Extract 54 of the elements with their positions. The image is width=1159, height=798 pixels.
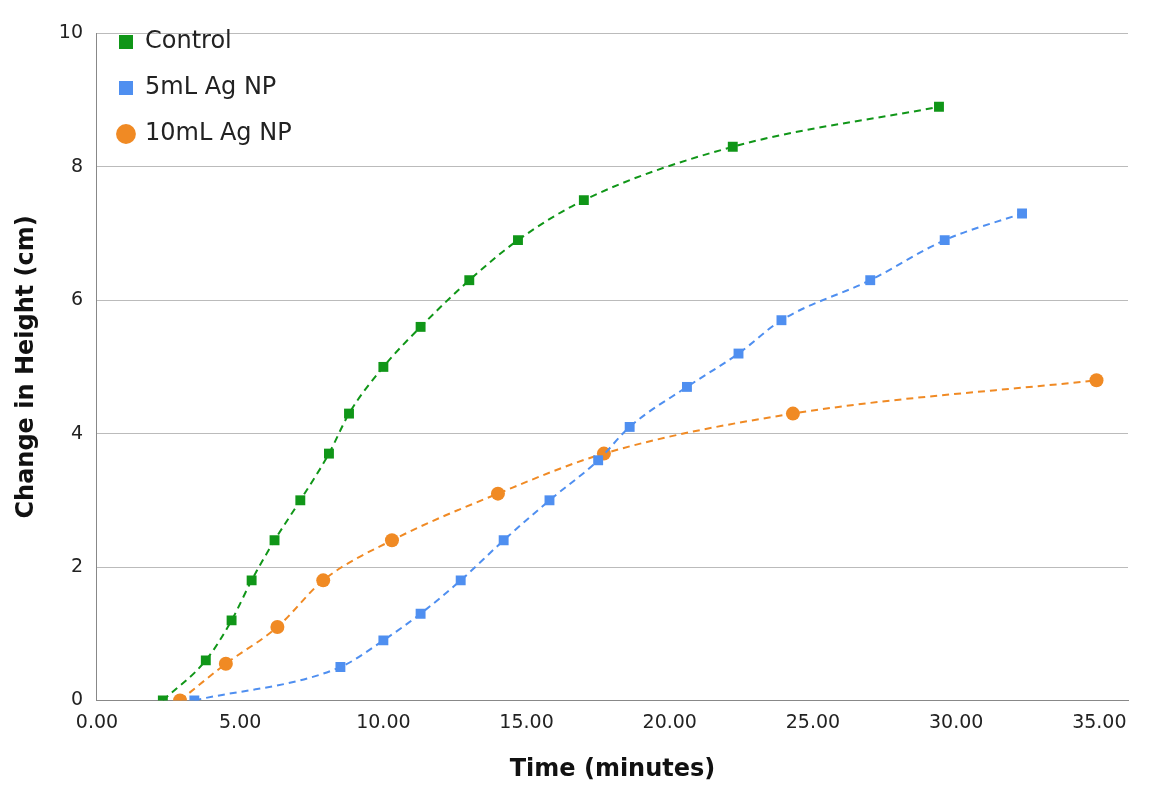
point [384,533,399,548]
y-axis-title: Change in Height (cm) [10,215,39,519]
x-tick-label: 25.00 [785,709,841,732]
y-tick-label: 6 [70,287,83,310]
point [544,495,555,506]
x-axis-title: Time (minutes) [509,753,716,782]
point [682,381,692,392]
x-tick-label: 30.00 [928,709,984,732]
point [490,486,505,501]
y-tick-label: 10 [58,20,83,43]
x-tick-label: 0.00 [75,709,119,732]
point [270,620,285,635]
point [344,408,354,419]
legend-label: Control [144,26,232,55]
x-tick-label: 10.00 [356,709,411,732]
point [415,321,426,332]
point [324,448,334,459]
point [415,608,426,619]
point [865,275,876,286]
x-tick-label: 5.00 [219,709,262,732]
point [218,656,233,671]
y-tick-label: 0 [70,687,83,710]
point [226,615,237,626]
point [464,275,475,286]
point [335,662,346,672]
x-tick-label: 20.00 [642,709,697,732]
y-tick-label: 4 [70,420,83,443]
legend-label: 10mL Ag NP [144,118,292,147]
point [269,535,280,546]
point [316,573,331,588]
y-tick-label: 2 [70,553,83,576]
point [1089,373,1104,388]
point [785,406,800,421]
point [934,101,944,112]
y-tick-label: 8 [70,153,83,176]
point [727,141,738,152]
point [939,235,950,246]
point [455,575,466,586]
x-tick-label: 35.00 [1072,709,1127,732]
legend-label: 5mL Ag NP [144,72,277,101]
point [624,421,635,432]
point [378,635,389,646]
point [733,348,744,359]
point [378,361,389,372]
point [498,535,509,546]
point [593,455,604,466]
point [513,235,523,246]
point [200,655,211,666]
point [246,575,257,586]
point [776,315,787,326]
x-tick-label: 15.00 [499,709,554,732]
point [578,195,589,206]
point [295,495,306,506]
point [1017,208,1027,219]
